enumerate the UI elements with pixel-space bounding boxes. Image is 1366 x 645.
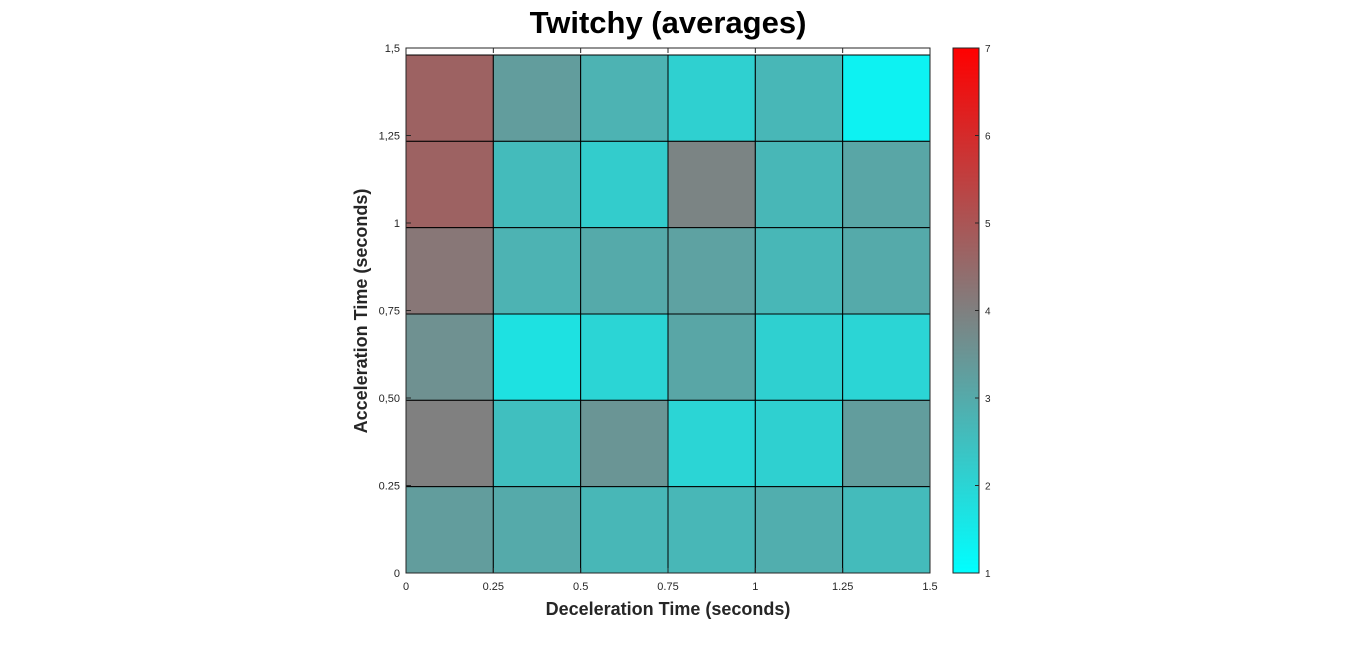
heatmap-cell xyxy=(754,54,844,142)
y-tick-label: 0,50 xyxy=(379,393,400,405)
chart-title: Twitchy (averages) xyxy=(530,5,807,40)
y-tick-label: 0 xyxy=(394,568,400,580)
heatmap-cell xyxy=(405,140,494,229)
x-tick-label: 0.25 xyxy=(483,581,504,593)
heatmap-cell xyxy=(667,54,756,142)
colorbar-tick-label: 1 xyxy=(985,569,991,580)
x-axis-ticks: 0 0.25 0.5 0.75 1 1.25 1.5 xyxy=(403,568,938,593)
y-axis-ticks: 0 0.25 0,50 0,75 1 1,25 1,5 xyxy=(379,43,411,580)
y-tick-label: 1,5 xyxy=(385,43,400,55)
heatmap-cell xyxy=(754,140,844,229)
colorbar-tick-label: 4 xyxy=(985,307,991,318)
colorbar-tick-label: 5 xyxy=(985,219,991,230)
heatmap-cells xyxy=(405,54,931,574)
heatmap-cell xyxy=(405,486,494,574)
heatmap-cell xyxy=(667,227,756,315)
heatmap-cell xyxy=(580,54,669,142)
heatmap-cell xyxy=(667,399,756,488)
heatmap-cell xyxy=(580,313,669,401)
heatmap-cell xyxy=(492,399,582,488)
heatmap-cell xyxy=(492,486,582,574)
colorbar-tick-label: 3 xyxy=(985,394,991,405)
colorbar-tick-label: 2 xyxy=(985,482,991,493)
heatmap-cell xyxy=(754,486,844,574)
heatmap-cell xyxy=(842,486,931,574)
y-tick-label: 0.25 xyxy=(379,481,400,493)
x-tick-label: 1 xyxy=(752,581,758,593)
y-tick-label: 0,75 xyxy=(379,306,400,318)
colorbar xyxy=(952,47,980,574)
x-tick-label: 0 xyxy=(403,581,409,593)
y-axis-label: Acceleration Time (seconds) xyxy=(351,189,371,434)
heatmap-cell xyxy=(492,227,582,315)
heatmap-cell xyxy=(842,399,931,488)
heatmap-cell xyxy=(667,486,756,574)
x-tick-label: 0.5 xyxy=(573,581,588,593)
heatmap-cell xyxy=(667,313,756,401)
heatmap-cell xyxy=(754,313,844,401)
heatmap-cell xyxy=(580,399,669,488)
heatmap-cell xyxy=(492,54,582,142)
heatmap-cell xyxy=(580,227,669,315)
heatmap-cell xyxy=(667,140,756,229)
heatmap-cell xyxy=(842,313,931,401)
heatmap-grid xyxy=(405,48,931,53)
colorbar-ticks: 1 2 3 4 5 6 7 xyxy=(975,44,991,580)
colorbar-tick-label: 6 xyxy=(985,132,991,143)
y-tick-label: 1 xyxy=(394,218,400,230)
heatmap-cell xyxy=(405,313,494,401)
heatmap-cell xyxy=(842,227,931,315)
x-axis-label: Deceleration Time (seconds) xyxy=(546,599,791,619)
x-tick-label: 0.75 xyxy=(657,581,678,593)
heatmap-cell xyxy=(754,399,844,488)
x-tick-label: 1.25 xyxy=(832,581,853,593)
heatmap-cell xyxy=(405,227,494,315)
heatmap-cell xyxy=(580,140,669,229)
heatmap-cell xyxy=(405,54,494,142)
heatmap-cell xyxy=(580,486,669,574)
heatmap-cell xyxy=(492,313,582,401)
colorbar-tick-label: 7 xyxy=(985,44,991,55)
heatmap-cell xyxy=(842,54,931,142)
heatmap-cell xyxy=(492,140,582,229)
heatmap-cell xyxy=(405,399,494,488)
heatmap-cell xyxy=(842,140,931,229)
y-tick-label: 1,25 xyxy=(379,131,400,143)
heatmap-cell xyxy=(754,227,844,315)
x-tick-label: 1.5 xyxy=(922,581,937,593)
